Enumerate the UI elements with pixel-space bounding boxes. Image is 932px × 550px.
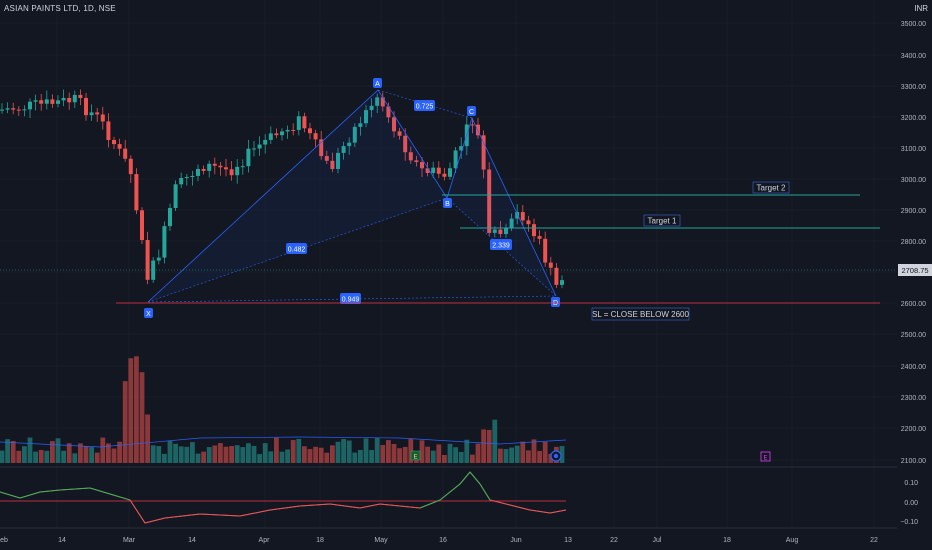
price-axis-label: 2300.00 [901, 395, 926, 402]
svg-text:B: B [445, 201, 450, 208]
e-marker-future[interactable]: E [760, 451, 771, 462]
point-label-b: B [443, 198, 452, 208]
svg-text:0.482: 0.482 [288, 247, 306, 254]
time-axis-label: eb [0, 537, 8, 544]
time-axis-label: May [374, 537, 388, 544]
point-label-x: X [144, 308, 153, 318]
svg-text:0.949: 0.949 [342, 297, 360, 304]
svg-text:E: E [763, 456, 767, 462]
time-axis-label: 22 [610, 537, 618, 544]
ratio-label-xd: 0.949 [340, 293, 361, 304]
price-axis-label: 3100.00 [901, 146, 926, 153]
svg-text:Target 1: Target 1 [648, 217, 677, 226]
svg-text:2708.75: 2708.75 [901, 266, 928, 275]
target1-label[interactable]: Target 1 [643, 214, 681, 227]
oscillator-axis-label: −0.10 [900, 519, 918, 526]
price-axis-label: 3200.00 [901, 115, 926, 122]
grid [0, 0, 897, 528]
price-axis-label: 3400.00 [901, 53, 926, 60]
ratio-label-xb: 0.482 [286, 243, 307, 254]
svg-text:C: C [469, 109, 474, 116]
time-axis-label: Jul [653, 537, 662, 544]
symbol-title: ASIAN PAINTS LTD, 1D, NSE [4, 4, 116, 13]
svg-text:A: A [375, 81, 380, 88]
time-axis-label: 14 [58, 537, 66, 544]
price-axis-label: 3300.00 [901, 84, 926, 91]
time-axis-label: Apr [259, 537, 271, 544]
volume-pane [0, 356, 567, 463]
ratio-label-ac: 0.725 [414, 100, 435, 111]
price-axis-label: 2200.00 [901, 426, 926, 433]
stop-loss-label[interactable]: SL = CLOSE BELOW 2600 [591, 307, 689, 321]
svg-text:X: X [146, 311, 151, 318]
price-axis-label: 2800.00 [901, 239, 926, 246]
oscillator-pane [0, 466, 897, 524]
price-axis-label: 2500.00 [901, 332, 926, 339]
time-axis-label: 18 [723, 537, 731, 544]
time-axis-label: 22 [870, 537, 878, 544]
time-axis-label: Jun [510, 537, 521, 544]
last-price-tag: 2708.75 [898, 264, 932, 276]
svg-text:SL = CLOSE BELOW 2600: SL = CLOSE BELOW 2600 [592, 310, 689, 319]
time-axis-label: Mar [123, 537, 136, 544]
time-axis-label: Aug [786, 537, 799, 544]
price-axis-label: 2900.00 [901, 208, 926, 215]
currency-label: INR [914, 4, 928, 13]
oscillator-axis[interactable]: 0.10 0.00 −0.10 [900, 480, 918, 526]
svg-text:Target 2: Target 2 [757, 184, 786, 193]
e-marker-volume[interactable]: E [410, 450, 421, 461]
target2-label[interactable]: Target 2 [752, 181, 790, 194]
svg-text:D: D [553, 300, 558, 307]
point-label-a: A [373, 78, 382, 88]
time-axis-label: 13 [564, 537, 572, 544]
point-label-c: C [467, 106, 476, 116]
svg-text:0.725: 0.725 [416, 104, 434, 111]
ratio-label-bd: 2.339 [490, 239, 512, 250]
oscillator-axis-label: 0.10 [904, 480, 918, 487]
svg-text:2.339: 2.339 [492, 243, 510, 250]
time-axis-label: 18 [316, 537, 324, 544]
harmonic-pattern[interactable] [147, 89, 557, 303]
price-axis-label: 3000.00 [901, 177, 926, 184]
svg-text:E: E [413, 455, 417, 461]
oscillator-axis-label: 0.00 [904, 500, 918, 507]
price-axis[interactable]: 3500.00 3400.00 3300.00 3200.00 3100.00 3000.… [901, 21, 926, 465]
price-axis-label: 2400.00 [901, 364, 926, 371]
time-axis-label: 14 [188, 537, 196, 544]
d-circle-marker[interactable] [550, 450, 562, 462]
time-axis-label: 16 [439, 537, 447, 544]
point-label-d: D [551, 297, 560, 307]
price-axis-label: 2600.00 [901, 301, 926, 308]
time-axis[interactable]: eb 14 Mar 14 Apr 18 May 16 Jun 13 22 Jul 18 Aug 22 [0, 537, 878, 544]
price-axis-label: 2100.00 [901, 458, 926, 465]
price-axis-label: 3500.00 [901, 21, 926, 28]
